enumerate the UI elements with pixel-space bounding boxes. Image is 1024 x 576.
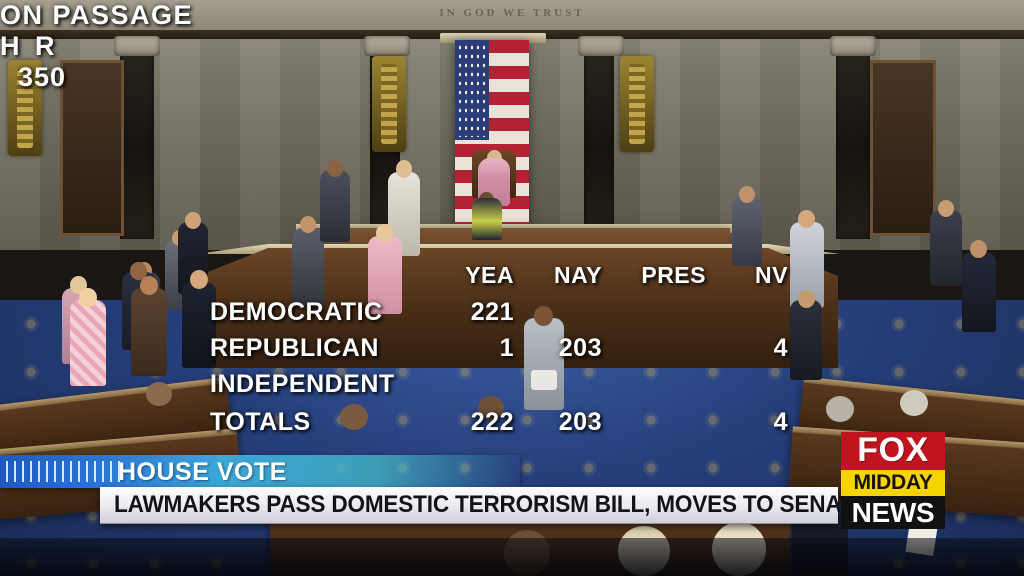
pilaster-capital [364, 36, 410, 56]
pilaster-capital [578, 36, 624, 56]
member-figure [292, 228, 324, 306]
row-label-republican: REPUBLICAN [210, 334, 379, 362]
member-head [327, 160, 343, 177]
member-figure [732, 196, 762, 266]
row-label-totals: TOTALS [210, 408, 311, 436]
member-head [534, 306, 553, 326]
member-head [190, 270, 208, 289]
fasces-ornament [620, 56, 654, 152]
member-head [900, 390, 928, 416]
member-head [938, 200, 954, 217]
topic-bar-ticks [6, 461, 126, 482]
member-figure [524, 318, 564, 410]
totals-nv: 4 [773, 408, 788, 436]
pilaster-capital [830, 36, 876, 56]
vote-question: ON PASSAGE [0, 0, 194, 30]
member-head [146, 382, 172, 406]
news-text: NEWS [851, 497, 935, 528]
topic-bar [0, 455, 520, 488]
column-header-nay: NAY [554, 262, 602, 288]
member-head [478, 396, 504, 420]
member-head [376, 224, 393, 242]
headline-bar [100, 487, 838, 524]
member-head [798, 290, 815, 308]
member-figure [368, 236, 402, 314]
clerk [472, 198, 502, 240]
member-head [185, 212, 201, 229]
column-header-pres: PRES [641, 262, 706, 288]
flag-stars [457, 43, 487, 137]
news-block: NEWS [841, 496, 945, 529]
headline-text: LAWMAKERS PASS DOMESTIC TERRORISM BILL, … [114, 491, 869, 518]
pilaster-capital [114, 36, 160, 56]
republican-nay: 203 [558, 334, 602, 362]
chamber-frieze [0, 0, 1024, 30]
member-head [970, 240, 987, 258]
member-figure [962, 252, 996, 332]
fox-logo-block: FOX [841, 431, 945, 470]
flag-rail [440, 33, 546, 43]
member-head [826, 396, 854, 422]
midday-text: MIDDAY [853, 471, 933, 494]
midday-block: MIDDAY [841, 470, 945, 496]
member-head [140, 276, 158, 295]
pilaster [120, 39, 154, 239]
member-head [79, 288, 97, 307]
member-figure [182, 282, 216, 368]
column-header-yea: YEA [465, 262, 514, 288]
member-figure [131, 288, 167, 376]
handbag [531, 370, 557, 390]
fox-logo-text: FOX [857, 431, 929, 469]
republican-yea: 1 [499, 334, 514, 362]
member-figure [70, 300, 106, 386]
topic-label: HOUSE VOTE [118, 458, 287, 486]
network-logo-bug: FOX MIDDAY NEWS [841, 431, 945, 529]
member-head [739, 186, 755, 203]
member-head [130, 262, 147, 280]
bill-label: H R [0, 31, 59, 61]
column-header-nv: NV [755, 262, 788, 288]
row-label-independent: INDEPENDENT [210, 370, 395, 398]
democratic-yea: 221 [470, 298, 514, 326]
member-figure [320, 170, 350, 242]
totals-yea: 222 [470, 408, 514, 436]
member-figure [930, 210, 962, 286]
totals-nay: 203 [558, 408, 602, 436]
fasces-ornament [8, 60, 42, 156]
fasces-ornament [372, 56, 406, 152]
chamber-door [60, 60, 124, 236]
bottom-vignette [0, 538, 1024, 576]
in-god-we-trust-inscription: IN GOD WE TRUST [439, 7, 585, 19]
member-figure [790, 300, 822, 380]
member-head [396, 160, 412, 178]
member-head [300, 216, 316, 233]
bill-number: 350 [17, 62, 66, 92]
pilaster [836, 39, 870, 239]
row-label-democratic: DEMOCRATIC [210, 298, 383, 326]
republican-nv: 4 [773, 334, 788, 362]
member-head [798, 210, 815, 228]
member-head [340, 404, 368, 430]
chamber-door [870, 60, 936, 236]
pilaster [584, 39, 614, 239]
